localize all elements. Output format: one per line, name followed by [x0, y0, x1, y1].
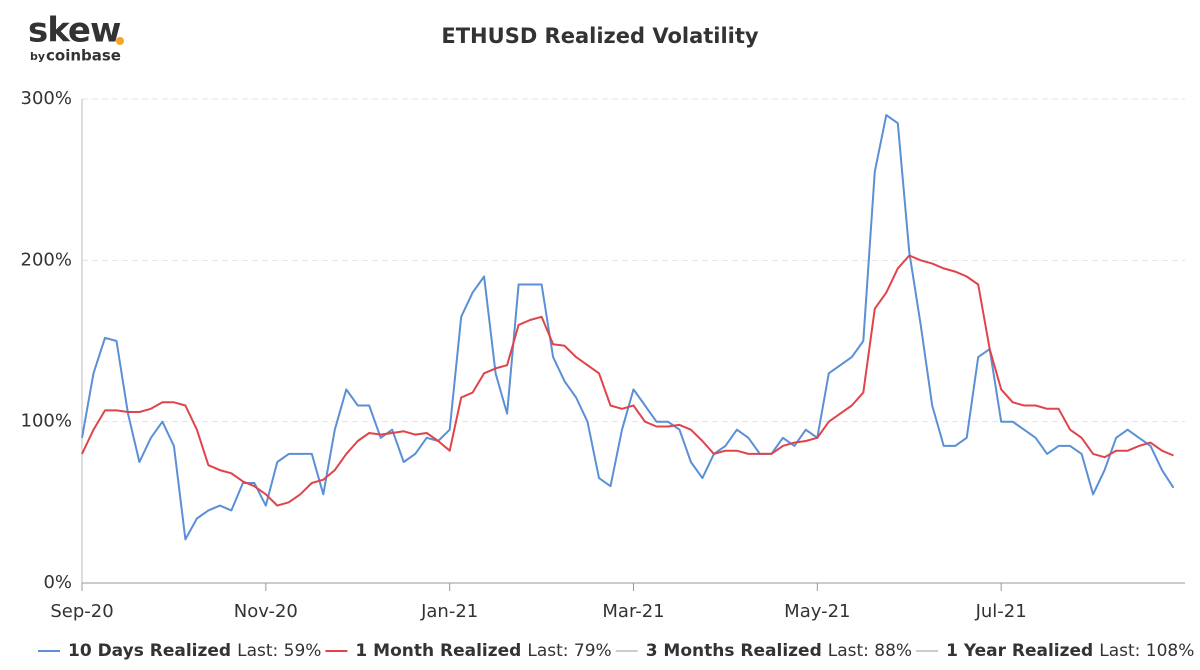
legend-last: Last: 108%	[1099, 641, 1194, 661]
x-tick-label: Mar-21	[602, 601, 664, 622]
legend-last: Last: 88%	[828, 641, 912, 661]
x-tick-label: Jul-21	[975, 601, 1027, 622]
y-tick-label: 100%	[21, 411, 72, 432]
logo-dot	[116, 37, 124, 45]
logo-brand: coinbase	[46, 47, 121, 65]
series-line	[81, 114, 1175, 541]
x-tick-label: May-21	[784, 601, 850, 622]
series-line	[81, 254, 1174, 507]
x-tick-label: Sep-20	[50, 601, 113, 622]
y-tick-label: 200%	[21, 249, 72, 270]
legend-last: Last: 59%	[237, 641, 321, 661]
legend-name: 3 Months Realized	[646, 641, 822, 661]
legend-name: 10 Days Realized	[68, 641, 231, 661]
legend-last: Last: 79%	[527, 641, 611, 661]
legend-name: 1 Month Realized	[355, 641, 521, 661]
legend-name: 1 Year Realized	[946, 641, 1093, 661]
legend-item: 1 Year Realized Last: 108%	[916, 641, 1194, 661]
logo-text: skew	[28, 11, 121, 51]
x-tick-label: Jan-21	[420, 601, 478, 622]
legend-item: 1 Month Realized Last: 79%	[325, 641, 612, 661]
legend-item: 10 Days Realized Last: 59%	[38, 641, 321, 661]
chart-title: ETHUSD Realized Volatility	[441, 24, 759, 48]
x-tick-label: Nov-20	[234, 601, 298, 622]
y-tick-label: 0%	[43, 572, 72, 593]
logo: skew by coinbase	[28, 11, 124, 65]
logo-by: by	[30, 50, 45, 63]
legend-item: 3 Months Realized Last: 88%	[615, 641, 912, 661]
y-tick-label: 300%	[21, 88, 72, 109]
